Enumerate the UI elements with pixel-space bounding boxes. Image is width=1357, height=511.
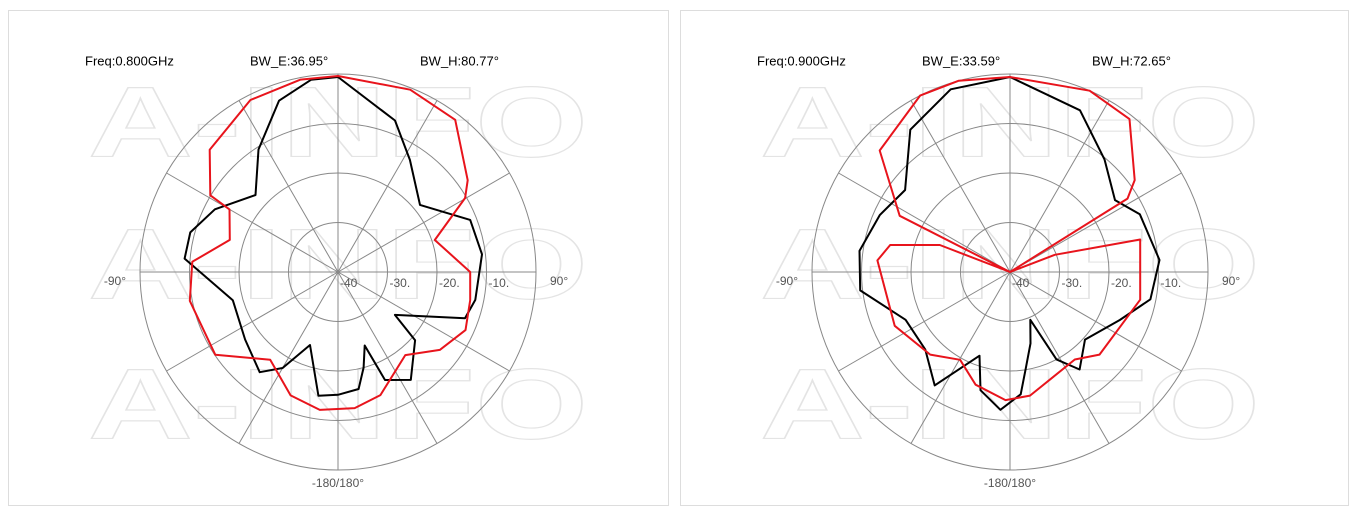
r-tick-label: -40 bbox=[1012, 276, 1030, 290]
pattern-line bbox=[876, 76, 1142, 402]
pattern-line bbox=[183, 76, 483, 397]
freq-label: Freq:0.900GHz bbox=[757, 53, 846, 68]
theta-tick-label: -180/180° bbox=[984, 476, 1036, 490]
ring bbox=[910, 172, 1110, 372]
bw-e-label: BW_E:36.95° bbox=[250, 53, 328, 68]
r-tick-label: -30. bbox=[390, 276, 411, 290]
theta-tick-label: 90° bbox=[1222, 274, 1240, 288]
theta-tick-label: -180/180° bbox=[312, 476, 364, 490]
bw-h-label: BW_H:72.65° bbox=[1092, 53, 1171, 68]
theta-tick-label: -90° bbox=[104, 274, 126, 288]
r-tick-label: -10. bbox=[489, 276, 510, 290]
freq-label: Freq:0.800GHz bbox=[85, 53, 174, 68]
ring bbox=[139, 73, 537, 471]
ring bbox=[288, 222, 388, 322]
pattern-line bbox=[858, 76, 1161, 411]
r-tick-label: -20. bbox=[439, 276, 460, 290]
ring bbox=[861, 123, 1159, 421]
ring bbox=[960, 222, 1060, 322]
theta-tick-label: 90° bbox=[550, 274, 568, 288]
r-tick-label: -20. bbox=[1111, 276, 1132, 290]
bw-e-label: BW_E:33.59° bbox=[922, 53, 1000, 68]
r-tick-label: -10. bbox=[1161, 276, 1182, 290]
ring bbox=[189, 123, 487, 421]
theta-tick-label: -90° bbox=[776, 274, 798, 288]
ring bbox=[811, 73, 1209, 471]
pattern-line bbox=[188, 75, 472, 411]
ring bbox=[238, 172, 438, 372]
r-tick-label: -40 bbox=[340, 276, 358, 290]
panel bbox=[680, 10, 1349, 506]
bw-h-label: BW_H:80.77° bbox=[420, 53, 499, 68]
r-tick-label: -30. bbox=[1062, 276, 1083, 290]
